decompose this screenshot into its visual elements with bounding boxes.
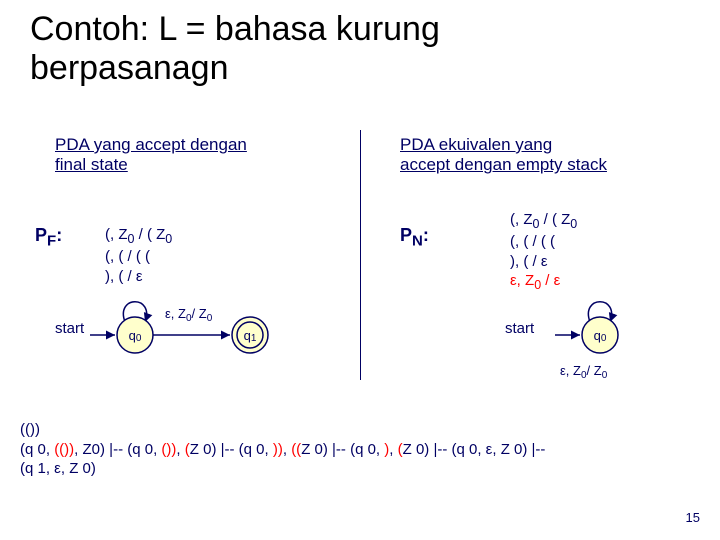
derivation-trace: (()) (q 0, (()), Z0) |-- (q 0, ()), (Z 0… xyxy=(20,420,700,479)
left-subtitle: PDA yang accept dengan final state xyxy=(55,135,247,176)
pn-label: PN: xyxy=(400,225,429,250)
page-title: Contoh: L = bahasa kurung berpasanagn xyxy=(30,10,440,88)
pda-left-diagram: q0 q1 ε, Z0/ Z0 xyxy=(45,290,305,390)
transitions-right: (, Z0 / ( Z0 (, ( / ( ( ), ( / ε ε, Z0 /… xyxy=(510,210,577,294)
pda-right-diagram: q0 ε, Z0/ Z0 xyxy=(500,290,680,400)
slide-number: 15 xyxy=(686,510,700,525)
title-l2: berpasanagn xyxy=(30,49,229,87)
title-l1: Contoh: L = bahasa kurung xyxy=(30,10,440,48)
right-subtitle: PDA ekuivalen yang accept dengan empty s… xyxy=(400,135,607,176)
transitions-left: (, Z0 / ( Z0 (, ( / ( ( ), ( / ε xyxy=(105,225,172,286)
svg-text:ε, Z0/ Z0: ε, Z0/ Z0 xyxy=(165,306,213,324)
pf-label: PF: xyxy=(35,225,62,250)
svg-text:ε, Z0/ Z0: ε, Z0/ Z0 xyxy=(560,363,608,381)
divider xyxy=(360,130,361,380)
